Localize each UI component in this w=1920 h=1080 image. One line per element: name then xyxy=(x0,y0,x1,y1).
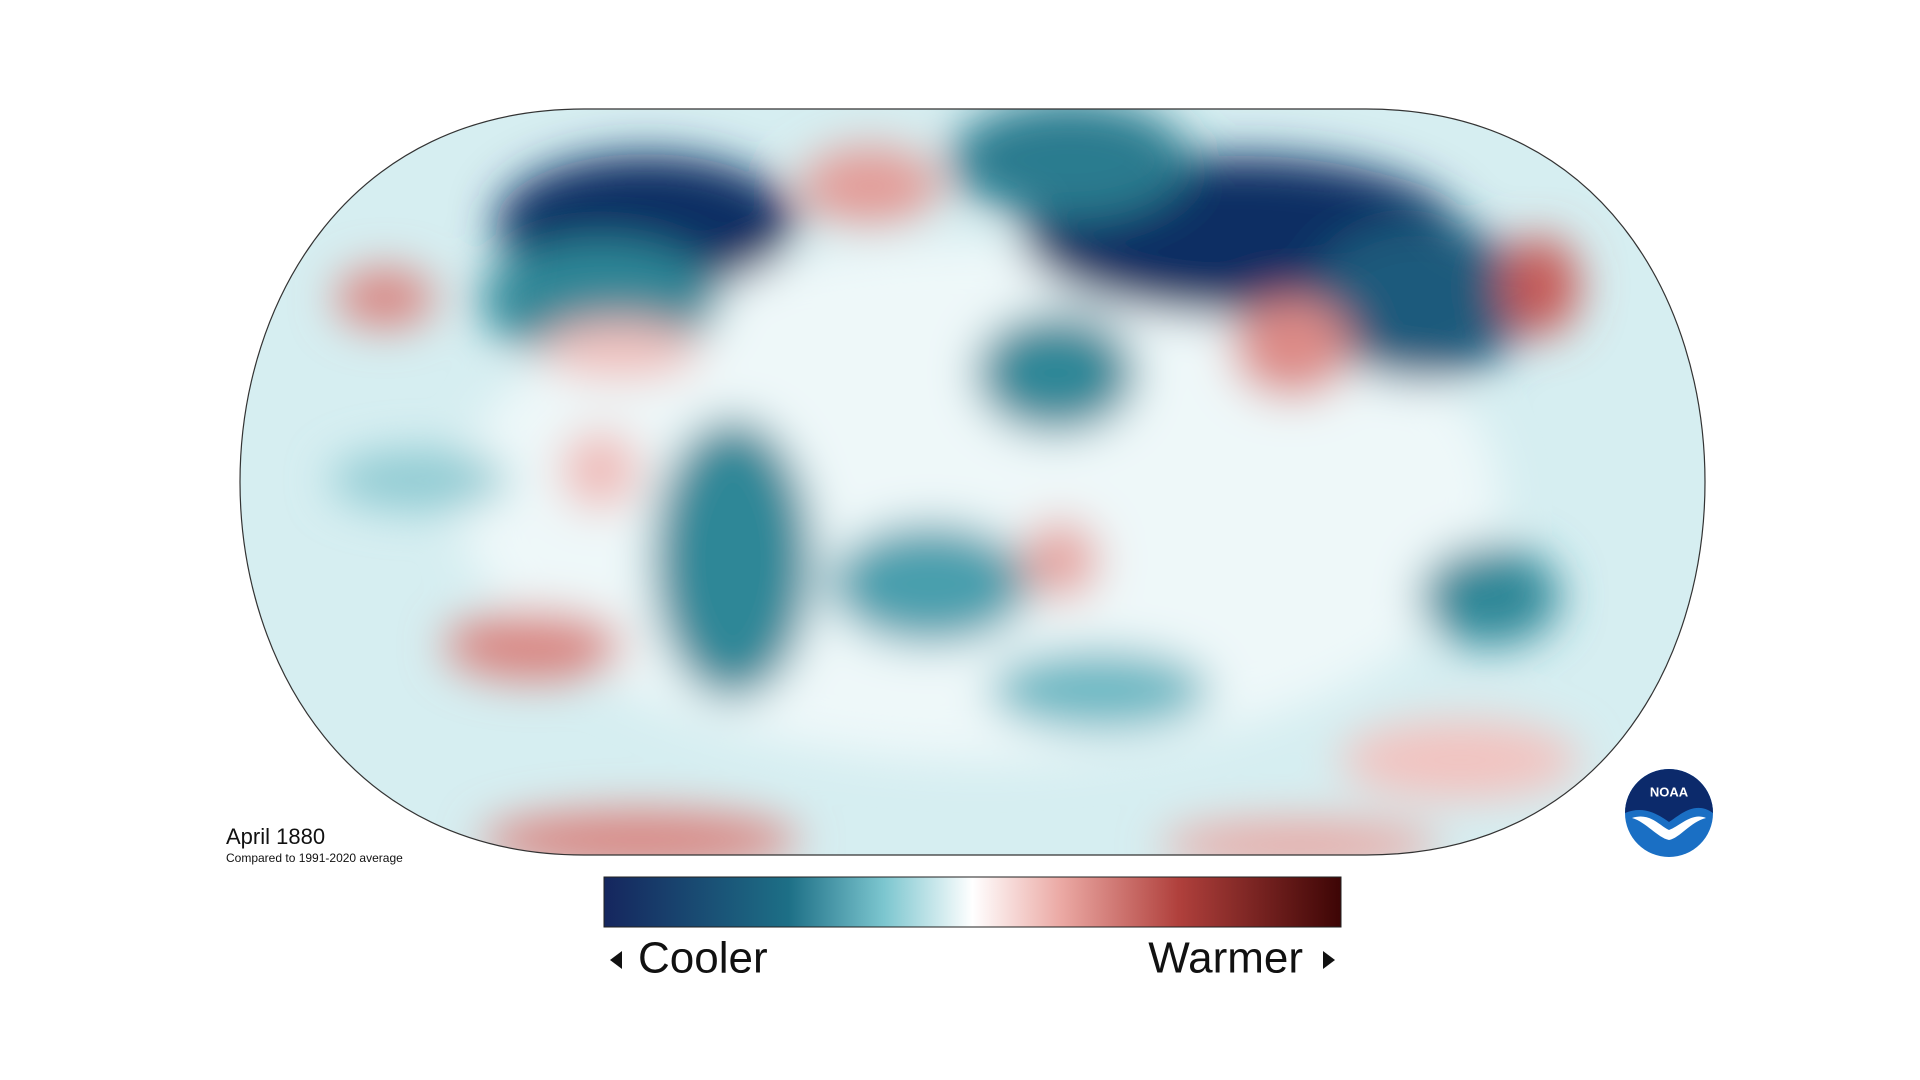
warmer-arrow xyxy=(1323,951,1335,969)
anomaly-blobs xyxy=(330,109,1580,855)
cooler-label: Cooler xyxy=(638,934,768,983)
logo-gull xyxy=(1632,816,1706,840)
cooler-arrow xyxy=(610,951,622,969)
map-outline xyxy=(239,108,1706,856)
map-subtitle: Compared to 1991-2020 average xyxy=(226,851,403,865)
map-title: April 1880 xyxy=(226,824,325,849)
noaa-logo: NOAA xyxy=(1625,769,1713,857)
color-scale xyxy=(603,876,1342,928)
anomaly-field xyxy=(240,109,1705,855)
logo-top xyxy=(1625,769,1713,822)
warmer-label: Warmer xyxy=(1148,934,1303,983)
logo-text: NOAA xyxy=(1650,784,1689,799)
